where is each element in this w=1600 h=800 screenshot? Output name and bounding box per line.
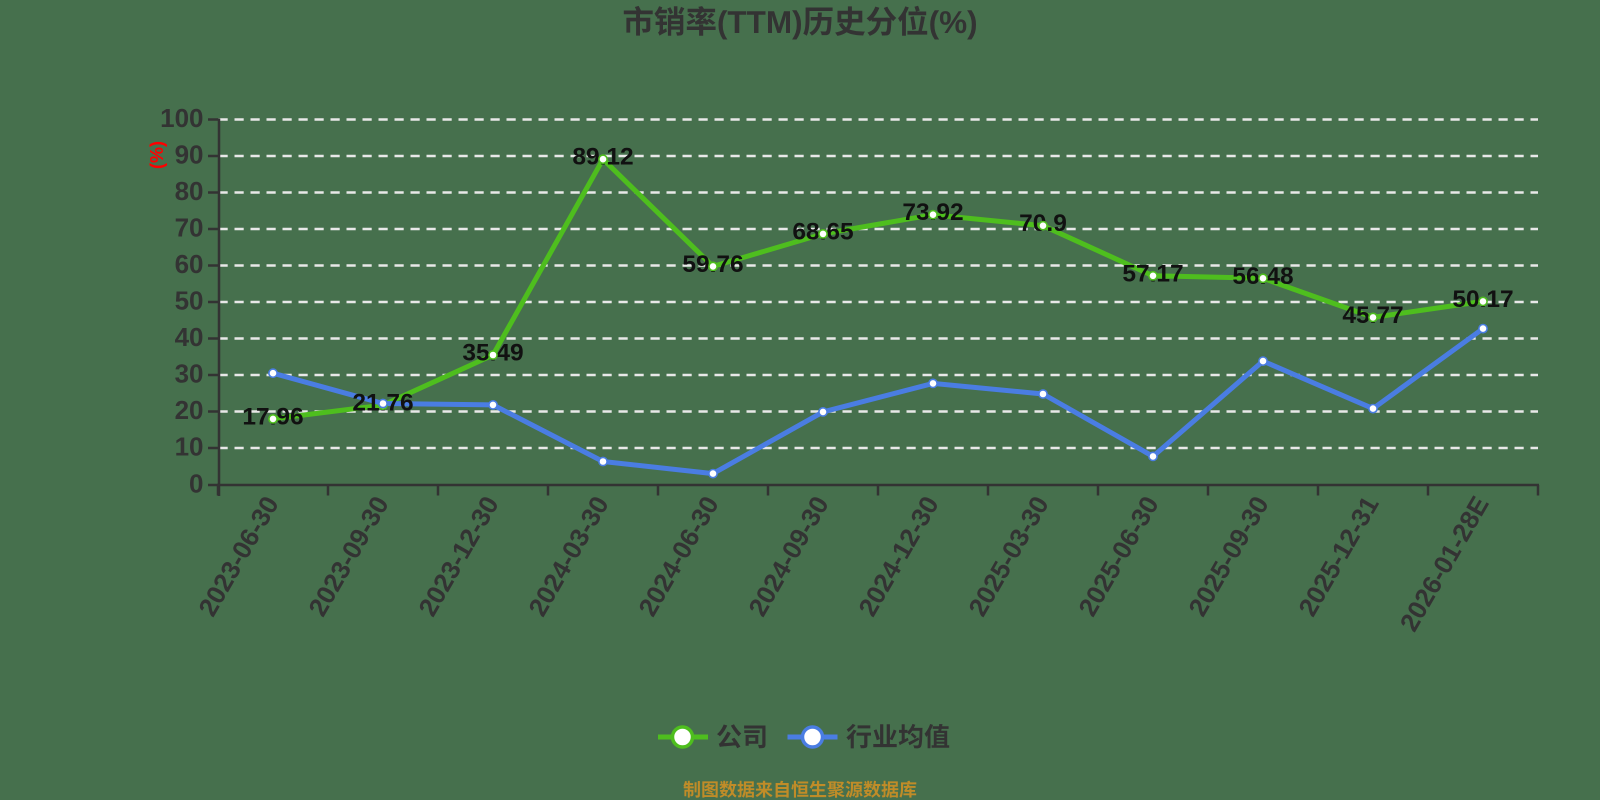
svg-text:2024-06-30: 2024-06-30 [632,491,724,621]
svg-text:2023-09-30: 2023-09-30 [302,491,394,621]
svg-text:100: 100 [160,103,203,133]
svg-text:80: 80 [175,176,204,206]
svg-text:2024-12-30: 2024-12-30 [852,491,944,621]
svg-text:2025-12-31: 2025-12-31 [1292,491,1384,621]
svg-text:50: 50 [175,286,204,316]
svg-text:20: 20 [175,395,204,425]
svg-text:(%): (%) [147,141,167,169]
svg-text:0: 0 [189,469,203,499]
svg-text:2025-09-30: 2025-09-30 [1182,491,1274,621]
svg-text:40: 40 [175,322,204,352]
svg-text:30: 30 [175,359,204,389]
svg-text:2026-01-28E: 2026-01-28E [1394,491,1495,636]
svg-text:2023-12-30: 2023-12-30 [412,491,504,621]
svg-text:60: 60 [175,249,204,279]
svg-text:2025-03-30: 2025-03-30 [962,491,1054,621]
svg-text:2023-06-30: 2023-06-30 [192,491,284,621]
svg-text:2024-09-30: 2024-09-30 [742,491,834,621]
svg-text:70: 70 [175,213,204,243]
svg-text:90: 90 [175,140,204,170]
svg-text:2025-06-30: 2025-06-30 [1072,491,1164,621]
svg-text:10: 10 [175,432,204,462]
svg-text:2024-03-30: 2024-03-30 [522,491,614,621]
